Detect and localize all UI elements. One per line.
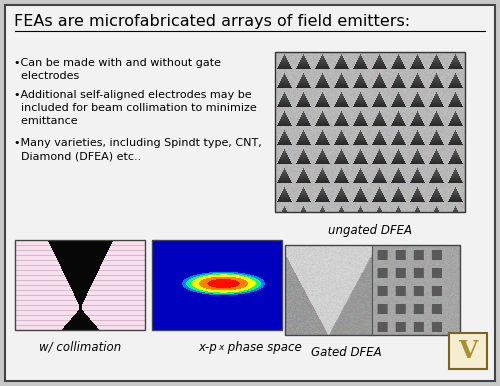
Text: Gated DFEA: Gated DFEA [311, 346, 382, 359]
Text: w/ collimation: w/ collimation [39, 341, 121, 354]
Text: •Additional self-aligned electrodes may be
  included for beam collimation to mi: •Additional self-aligned electrodes may … [14, 90, 257, 126]
Text: ungated DFEA: ungated DFEA [328, 224, 412, 237]
Text: phase space: phase space [224, 341, 302, 354]
Bar [152, 240, 282, 330]
Bar [15, 240, 145, 330]
Bar [285, 245, 460, 335]
Text: x: x [218, 343, 224, 352]
Text: V: V [458, 339, 477, 363]
Bar [449, 333, 487, 369]
Text: •Can be made with and without gate
  electrodes: •Can be made with and without gate elect… [14, 58, 221, 81]
Text: x-p: x-p [198, 341, 217, 354]
Text: •Many varieties, including Spindt type, CNT,
  Diamond (DFEA) etc..: •Many varieties, including Spindt type, … [14, 138, 262, 161]
Bar [275, 52, 465, 212]
Text: FEAs are microfabricated arrays of field emitters:: FEAs are microfabricated arrays of field… [14, 14, 410, 29]
